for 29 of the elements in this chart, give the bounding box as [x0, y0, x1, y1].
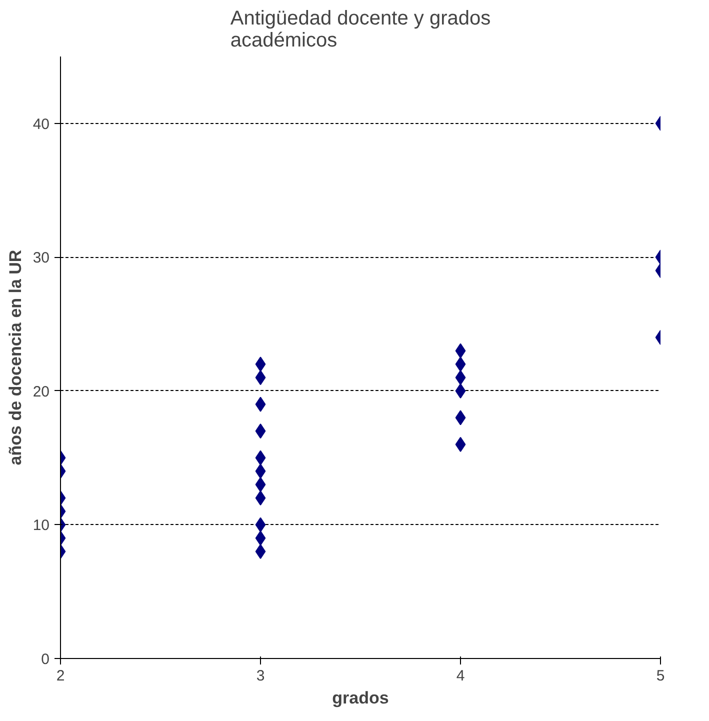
y-tick-label: 30	[32, 250, 50, 267]
point	[455, 370, 466, 386]
point	[255, 490, 266, 506]
x-tick-label: 5	[656, 668, 665, 684]
point	[455, 383, 466, 398]
point	[455, 356, 466, 372]
point	[455, 436, 466, 452]
y-tick-label: 40	[32, 116, 50, 133]
point	[255, 424, 266, 439]
y-tick-label: 20	[32, 383, 50, 400]
x-tick-label: 2	[56, 668, 65, 684]
point	[255, 477, 266, 492]
point	[455, 343, 466, 358]
point	[255, 356, 266, 372]
y-axis-title: años de docencia en la UR	[6, 250, 25, 466]
x-tick-label: 4	[456, 668, 465, 684]
point	[255, 450, 266, 466]
point	[255, 396, 266, 412]
point	[255, 530, 266, 546]
x-tick-label: 3	[256, 668, 265, 684]
y-tick-label: 0	[41, 651, 50, 668]
chart-title: Antigüedad docente y grados académicos	[230, 8, 491, 52]
point	[255, 544, 266, 559]
point	[255, 370, 266, 386]
point	[455, 410, 466, 426]
y-tick-label: 10	[32, 517, 50, 534]
point	[255, 464, 266, 479]
x-axis-title: grados	[332, 688, 389, 708]
point	[255, 517, 266, 532]
